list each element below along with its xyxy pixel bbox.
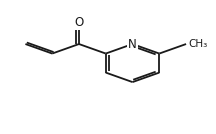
Text: N: N xyxy=(128,38,137,51)
Text: CH₃: CH₃ xyxy=(188,39,207,49)
Text: O: O xyxy=(74,16,84,29)
